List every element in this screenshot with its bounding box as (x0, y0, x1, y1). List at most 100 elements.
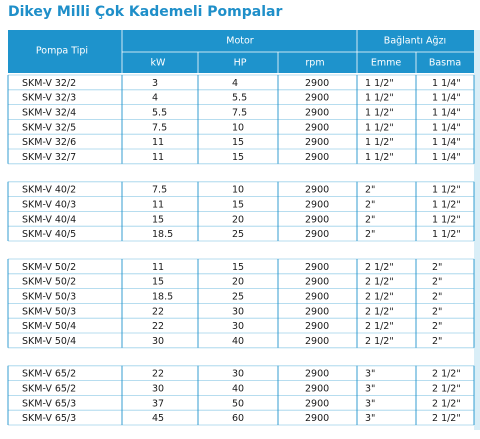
cell: 2900 (305, 369, 329, 380)
cell: 11 (152, 152, 164, 163)
cell: 1 1/4" (432, 93, 461, 104)
cell: 2 1/2" (432, 398, 461, 409)
cell: 2" (432, 336, 442, 347)
cell: 22 (152, 369, 164, 380)
cell: 2" (432, 306, 442, 317)
cell: 1 1/4" (432, 122, 461, 133)
cell: 2900 (305, 122, 329, 133)
header-cell: Motor (226, 36, 254, 47)
cell: 15 (152, 214, 164, 225)
cell: 2" (432, 292, 442, 303)
cell: 3" (365, 398, 375, 409)
cell: 3 (152, 78, 158, 89)
cell: 15 (152, 277, 164, 288)
cell: 15 (232, 262, 244, 273)
cell: 7.5 (152, 122, 167, 133)
cell: 2900 (305, 200, 329, 211)
cell: 2900 (305, 214, 329, 225)
cell: 2 1/2" (365, 321, 394, 332)
cell: SKM-V 50/3 (22, 306, 76, 317)
cell: 7.5 (232, 108, 247, 119)
header-cell: kW (151, 58, 167, 69)
cell: SKM-V 40/5 (22, 229, 76, 240)
cell: 40 (232, 384, 244, 395)
cell: 2" (365, 229, 375, 240)
cell: 2" (365, 200, 375, 211)
cell: 1 1/2" (365, 108, 394, 119)
cell: 30 (232, 369, 244, 380)
cell: SKM-V 50/3 (22, 292, 76, 303)
cell: 18.5 (152, 229, 173, 240)
header-bg (8, 30, 474, 73)
cell: 2900 (305, 384, 329, 395)
title: Dikey Milli Çok Kademeli Pompalar (8, 4, 282, 20)
cell: 2 1/2" (365, 292, 394, 303)
cell: 30 (232, 321, 244, 332)
cell: 45 (152, 413, 164, 424)
cell: 1 1/2" (365, 78, 394, 89)
cell: 1 1/2" (432, 200, 461, 211)
cell: 2 1/2" (365, 306, 394, 317)
cell: SKM-V 32/7 (22, 152, 76, 163)
cell: SKM-V 65/2 (22, 384, 76, 395)
cell: 2900 (305, 78, 329, 89)
cell: SKM-V 40/2 (22, 185, 76, 196)
cell: 1 1/2" (365, 122, 394, 133)
cell: 2" (432, 277, 442, 288)
header-cell: Basma (429, 58, 461, 69)
header-cell: Bağlantı Ağzı (384, 36, 446, 47)
cell: 2900 (305, 306, 329, 317)
cell: 2900 (305, 108, 329, 119)
cell: 15 (232, 137, 244, 148)
header-cell: rpm (305, 58, 324, 69)
cell: 25 (232, 229, 244, 240)
cell: 11 (152, 137, 164, 148)
cell: SKM-V 65/2 (22, 369, 76, 380)
cell: SKM-V 65/3 (22, 398, 76, 409)
cell: 3" (365, 384, 375, 395)
cell: 2900 (305, 413, 329, 424)
cell: SKM-V 32/6 (22, 137, 76, 148)
cell: 2900 (305, 292, 329, 303)
cell: 1 1/2" (432, 229, 461, 240)
cell: 60 (232, 413, 244, 424)
cell: 1 1/4" (432, 152, 461, 163)
cell: 30 (232, 306, 244, 317)
cell: SKM-V 50/4 (22, 336, 76, 347)
cell: 2" (432, 321, 442, 332)
cell: SKM-V 32/2 (22, 78, 76, 89)
cell: 5.5 (152, 108, 167, 119)
cell: SKM-V 32/3 (22, 93, 76, 104)
cell: 10 (232, 185, 244, 196)
cell: 30 (152, 336, 164, 347)
cell: 2900 (305, 262, 329, 273)
header-cell: Emme (371, 58, 402, 69)
cell: 22 (152, 321, 164, 332)
cell: 25 (232, 292, 244, 303)
cell: 30 (152, 384, 164, 395)
cell: SKM-V 40/4 (22, 214, 76, 225)
cell: SKM-V 65/3 (22, 413, 76, 424)
cell: SKM-V 50/4 (22, 321, 76, 332)
cell: SKM-V 32/4 (22, 108, 76, 119)
cell: 1 1/4" (432, 78, 461, 89)
cell: 37 (152, 398, 164, 409)
cell: 2" (365, 185, 375, 196)
cell: 2900 (305, 277, 329, 288)
cell: 1 1/2" (432, 185, 461, 196)
cell: 15 (232, 200, 244, 211)
header-cell: Pompa Tipi (36, 46, 88, 57)
cell: 2900 (305, 321, 329, 332)
cell: 2 1/2" (432, 384, 461, 395)
cell: 20 (232, 214, 244, 225)
cell: 1 1/2" (365, 137, 394, 148)
cell: 2900 (305, 152, 329, 163)
cell: 1 1/2" (365, 152, 394, 163)
cell: 2" (365, 214, 375, 225)
cell: 1 1/4" (432, 108, 461, 119)
cell: SKM-V 40/3 (22, 200, 76, 211)
cell: 7.5 (152, 185, 167, 196)
cell: SKM-V 50/2 (22, 277, 76, 288)
